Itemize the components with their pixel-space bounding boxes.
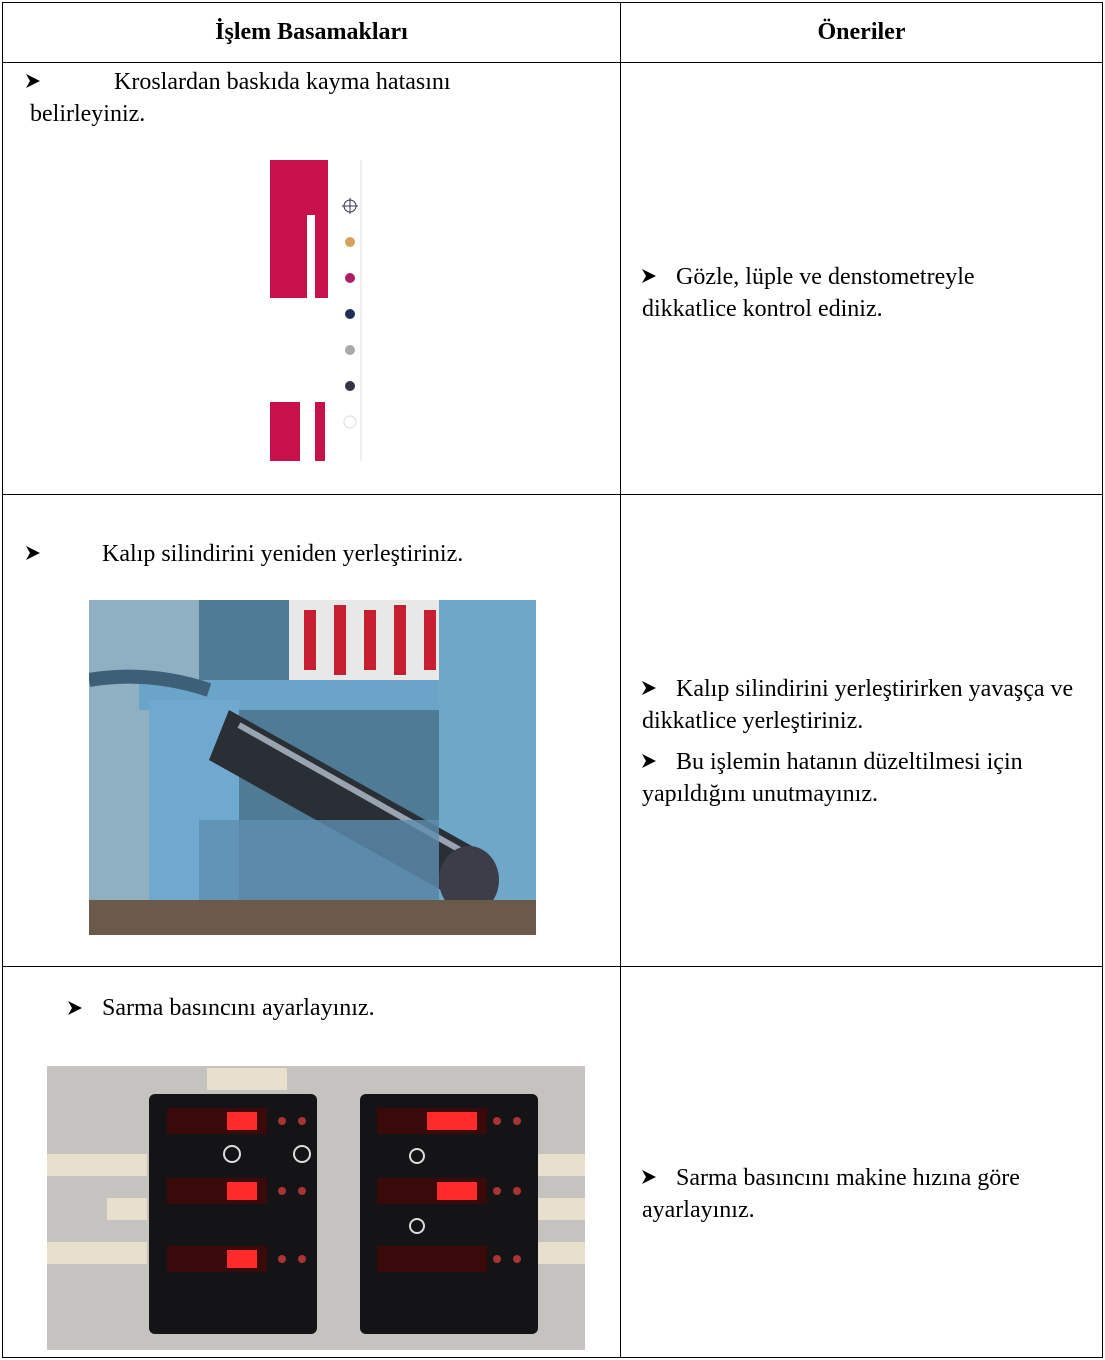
header-cell: İşlem Basamakları xyxy=(2,2,621,63)
bullet xyxy=(68,1001,82,1015)
header-text: Öneriler xyxy=(817,19,906,45)
step-text: Sarma basıncını ayarlayınız. xyxy=(102,995,375,1021)
control-panel-photo xyxy=(47,1066,585,1350)
header-text: İşlem Basamakları xyxy=(215,19,408,45)
step-text: Kroslardan baskıda kayma hatasını belirl… xyxy=(30,69,451,127)
bullet xyxy=(26,546,40,560)
tip-text: Gözle, lüple ve denstometreyle dikkatlic… xyxy=(642,264,975,322)
cylinder-photo xyxy=(89,600,536,935)
header-cell: Öneriler xyxy=(620,2,1103,63)
bullet xyxy=(642,1170,656,1184)
tip-cell xyxy=(620,966,1103,1358)
bullet xyxy=(26,74,40,88)
tip-text: Bu işlemin hatanın düzeltilmesi için yap… xyxy=(642,749,1023,807)
register-mark-image xyxy=(270,160,364,461)
tip-text: Kalıp silindirini yerleştirirken yavaşça… xyxy=(642,676,1074,734)
bullet xyxy=(642,754,656,768)
step-text: Kalıp silindirini yeniden yerleştiriniz. xyxy=(102,541,464,567)
tip-text: Sarma basıncını makine hızına göre ayarl… xyxy=(642,1165,1020,1223)
bullet xyxy=(642,269,656,283)
bullet xyxy=(642,681,656,695)
